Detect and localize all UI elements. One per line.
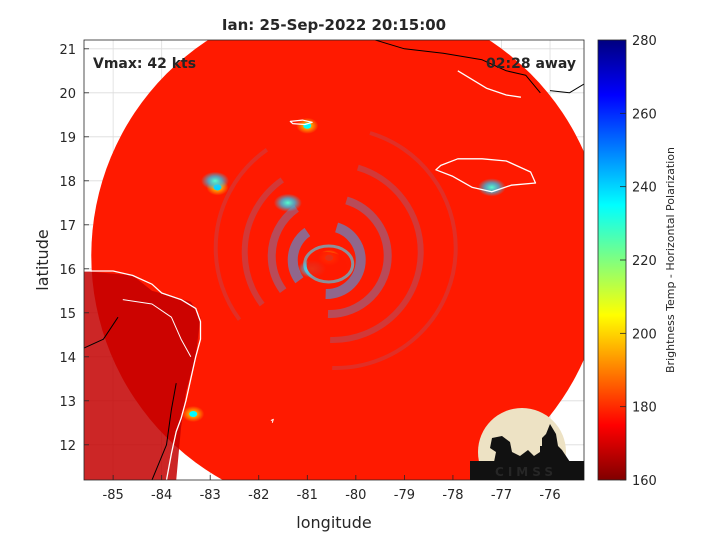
y-tick-label: 17 (59, 219, 76, 234)
x-tick-label: -80 (345, 488, 366, 503)
y-tick-label: 16 (59, 263, 76, 278)
colorbar-ticks: 160 180 200 220 240 260 280 (620, 34, 657, 489)
y-tick-label: 20 (59, 87, 76, 102)
y-tick-label: 14 (59, 351, 76, 366)
x-tick-label: -81 (297, 488, 318, 503)
axes-frame (83, 39, 585, 481)
colorbar-tick-label: 200 (632, 327, 657, 342)
x-tick-label: -76 (539, 488, 560, 503)
y-tick-label: 18 (59, 175, 76, 190)
x-axis-label: longitude (296, 513, 371, 532)
cimss-logo: CIMSS (470, 408, 584, 480)
coastline-cuba-east (549, 83, 584, 94)
x-ticks: -85 -84 -83 -82 -81 -80 -79 -78 -77 -76 (103, 475, 561, 503)
coastline-cuba-white (457, 70, 521, 98)
coastline-outer-sw (151, 383, 177, 480)
y-axis-label: latitude (33, 229, 52, 290)
rainband (267, 194, 392, 318)
chart-title: Ian: 25-Sep-2022 20:15:00 (222, 16, 446, 34)
vmax-annotation: Vmax: 42 kts (93, 56, 196, 72)
band-spot (273, 193, 302, 212)
y-tick-label: 15 (59, 307, 76, 322)
eyewall (303, 244, 355, 284)
y-tick-label: 21 (59, 43, 76, 58)
y-ticks: 12 13 14 15 16 17 18 19 20 21 (59, 43, 89, 454)
colorbar-tick-label: 240 (632, 181, 657, 196)
rainband (287, 221, 366, 299)
time-away-annotation: 02:28 away (486, 56, 576, 72)
y-tick-label: 19 (59, 131, 76, 146)
coastline-cuba-black (375, 40, 541, 94)
coastline-jamaica (435, 158, 537, 193)
colorbar-tick-label: 160 (632, 474, 657, 489)
logo-text-band (470, 461, 584, 480)
coastline-grand-cayman (289, 119, 313, 126)
coastline-central-america (84, 270, 202, 480)
swath-layer (84, 40, 584, 480)
colorbar-tick-label: 260 (632, 107, 657, 122)
logo-text: CIMSS (495, 465, 557, 479)
swath-detail (84, 117, 506, 480)
band-spot (477, 178, 506, 197)
land-region (84, 271, 201, 480)
coastline-layer (84, 40, 584, 480)
y-tick-label: 12 (59, 439, 76, 454)
x-tick-label: -83 (200, 488, 221, 503)
border-line (84, 316, 119, 349)
x-tick-label: -82 (248, 488, 269, 503)
border-honduras-nicaragua (122, 299, 192, 358)
storm-eye (306, 252, 347, 280)
rainband (241, 161, 424, 343)
colorbar-tick-label: 220 (632, 254, 657, 269)
colorbar-tick-label: 280 (632, 34, 657, 49)
x-tick-label: -79 (394, 488, 415, 503)
x-tick-label: -78 (442, 488, 463, 503)
x-tick-label: -85 (103, 488, 124, 503)
hotspot-core (189, 411, 198, 417)
colorbar-label: Brightness Temp - Horizontal Polarizatio… (664, 147, 677, 373)
rainband (213, 126, 458, 370)
coastline-san-andres (270, 418, 274, 423)
band-spot (201, 171, 230, 190)
y-tick-label: 13 (59, 395, 76, 410)
x-tick-label: -84 (151, 488, 172, 503)
colorbar-tick-label: 180 (632, 401, 657, 416)
x-tick-label: -77 (491, 488, 512, 503)
